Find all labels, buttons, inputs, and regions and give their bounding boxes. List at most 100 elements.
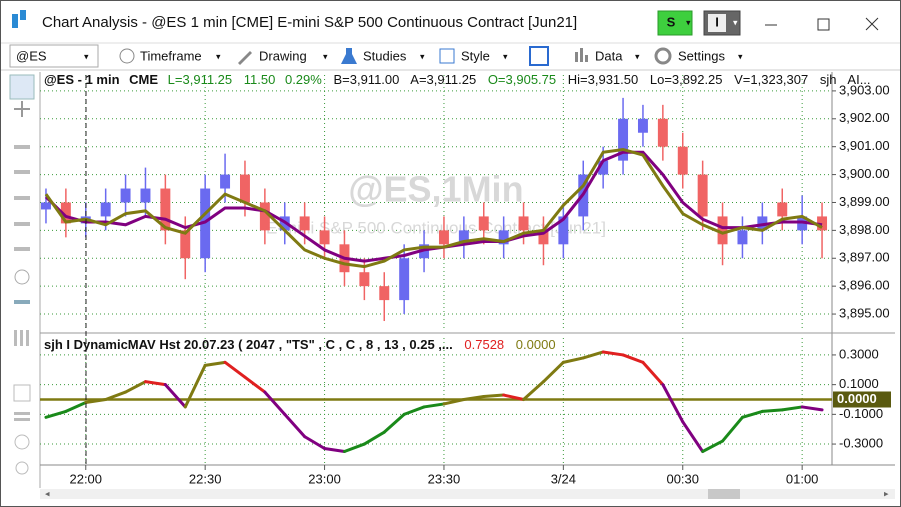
indicator-segment bbox=[561, 356, 585, 364]
y-tick-label: 3,900.00 bbox=[839, 166, 890, 181]
tool-icon[interactable] bbox=[26, 330, 29, 346]
y-tick-label: 3,896.00 bbox=[839, 278, 890, 293]
tool-icon[interactable] bbox=[15, 461, 29, 475]
x-tick-label: 23:00 bbox=[308, 471, 341, 486]
x-tick-label: 22:00 bbox=[69, 471, 102, 486]
indicator-title: sjh I DynamicMAV Hst 20.07.23 ( 2047 , "… bbox=[44, 337, 453, 352]
x-tick-label: 01:00 bbox=[786, 471, 819, 486]
indicator-segment bbox=[522, 380, 545, 401]
indicator-segment bbox=[760, 408, 784, 413]
quote-low: Lo=3,892.25 bbox=[650, 72, 723, 87]
candle-body bbox=[558, 216, 569, 245]
indicator-segment bbox=[203, 360, 227, 367]
candle-body bbox=[637, 118, 648, 133]
watermark-subtitle: E-mini S&P 500 Continuous Contract [Jun2… bbox=[266, 218, 606, 237]
indicator-segment bbox=[462, 395, 486, 401]
toolbar-item[interactable]: Settings bbox=[678, 48, 725, 63]
quote-open: O=3,905.75 bbox=[488, 72, 556, 87]
tool-icon[interactable] bbox=[14, 412, 30, 415]
candle-body bbox=[458, 230, 469, 245]
tool-icon[interactable] bbox=[14, 145, 30, 149]
indicator-readout: 0.0000 bbox=[516, 337, 556, 352]
value-tag-label: 0.0000 bbox=[837, 391, 877, 406]
symbol[interactable]: @ES bbox=[16, 48, 47, 63]
scrollbar-thumb[interactable] bbox=[708, 489, 740, 499]
toolbar-item[interactable]: Timeframe bbox=[140, 48, 202, 63]
quote-study: sjh bbox=[820, 72, 837, 87]
pointer-tool[interactable] bbox=[9, 74, 35, 100]
scrollbar[interactable] bbox=[40, 489, 895, 499]
indicator-segment bbox=[681, 420, 705, 453]
scroll-right[interactable]: ▸ bbox=[884, 488, 889, 498]
y-tick-label: 3,901.00 bbox=[839, 138, 890, 153]
tool-icon[interactable] bbox=[21, 101, 23, 117]
candle-body bbox=[120, 188, 131, 203]
tool-icon[interactable] bbox=[14, 269, 30, 285]
dropdown-arrow: ▾ bbox=[686, 17, 691, 27]
indicator-segment bbox=[641, 360, 665, 387]
close-button[interactable] bbox=[865, 17, 879, 31]
candle-body bbox=[239, 174, 250, 203]
y-tick-label: -0.3000 bbox=[839, 435, 883, 450]
indicator-segment bbox=[84, 397, 108, 404]
tool-icon[interactable] bbox=[13, 384, 31, 402]
toolbar-item[interactable]: Data bbox=[595, 48, 623, 63]
candle-body bbox=[379, 286, 390, 301]
candle-body bbox=[40, 202, 51, 210]
tools-bar bbox=[9, 74, 35, 475]
app-icon bbox=[12, 14, 18, 28]
candle-body bbox=[220, 174, 231, 189]
timeframe-icon bbox=[119, 48, 135, 64]
tool-icon[interactable] bbox=[14, 170, 30, 174]
indicator-segment bbox=[800, 405, 824, 412]
maximize-button[interactable] bbox=[817, 18, 830, 31]
s-button-label[interactable]: S bbox=[667, 14, 676, 29]
layout-icon[interactable] bbox=[529, 46, 549, 66]
candle-body bbox=[538, 230, 549, 245]
tool-icon[interactable] bbox=[14, 247, 30, 251]
x-tick-label: 23:30 bbox=[428, 471, 461, 486]
y-tick-label: 3,903.00 bbox=[839, 82, 890, 97]
tool-icon[interactable] bbox=[14, 418, 30, 421]
indicator-segment bbox=[740, 409, 764, 419]
data-icon bbox=[585, 55, 588, 62]
quote-symbol: @ES - 1 min bbox=[44, 72, 120, 87]
tool-icon[interactable] bbox=[20, 330, 23, 346]
toolbar-item[interactable]: Studies bbox=[363, 48, 407, 63]
dropdown-arrow: ▾ bbox=[503, 51, 508, 61]
dropdown-arrow: ▾ bbox=[84, 51, 89, 61]
moving-average bbox=[44, 147, 823, 269]
candle-body bbox=[498, 230, 509, 245]
indicator-segment bbox=[541, 360, 565, 384]
indicator-segment bbox=[601, 350, 625, 357]
symbol-box[interactable] bbox=[9, 44, 99, 68]
indicator-segment bbox=[183, 363, 207, 409]
toolbar-item[interactable]: Style bbox=[461, 48, 490, 63]
quote-high: Hi=3,931.50 bbox=[568, 72, 638, 87]
y-tick-label: 0.1000 bbox=[839, 376, 879, 391]
candle-body bbox=[140, 188, 151, 203]
candle-body bbox=[319, 230, 330, 245]
i-button-label[interactable]: I bbox=[715, 14, 719, 29]
scroll-left[interactable]: ◂ bbox=[45, 488, 50, 498]
indicator-segment bbox=[44, 409, 68, 419]
quote-line: @ES - 1 min CME L=3,911.25 11.50 0.29% B… bbox=[44, 72, 871, 87]
y-tick-label: 0.3000 bbox=[839, 346, 879, 361]
tool-icon[interactable] bbox=[14, 300, 30, 304]
tool-icon[interactable] bbox=[14, 330, 17, 346]
tool-icon[interactable] bbox=[14, 222, 30, 226]
dropdown-arrow: ▾ bbox=[738, 51, 743, 61]
candle-body bbox=[777, 202, 788, 217]
dropdown-arrow: ▾ bbox=[420, 51, 425, 61]
quote-change: 11.50 bbox=[244, 72, 276, 87]
candle-body bbox=[478, 216, 489, 231]
tool-icon[interactable] bbox=[14, 434, 30, 450]
toolbar-item[interactable]: Drawing bbox=[259, 48, 307, 63]
tool-icon[interactable] bbox=[14, 196, 30, 200]
x-tick-label: 22:30 bbox=[189, 471, 222, 486]
indicator-readout: 0.7528 bbox=[464, 337, 504, 352]
s-button[interactable] bbox=[657, 10, 693, 36]
quote-more: AI... bbox=[847, 72, 870, 87]
